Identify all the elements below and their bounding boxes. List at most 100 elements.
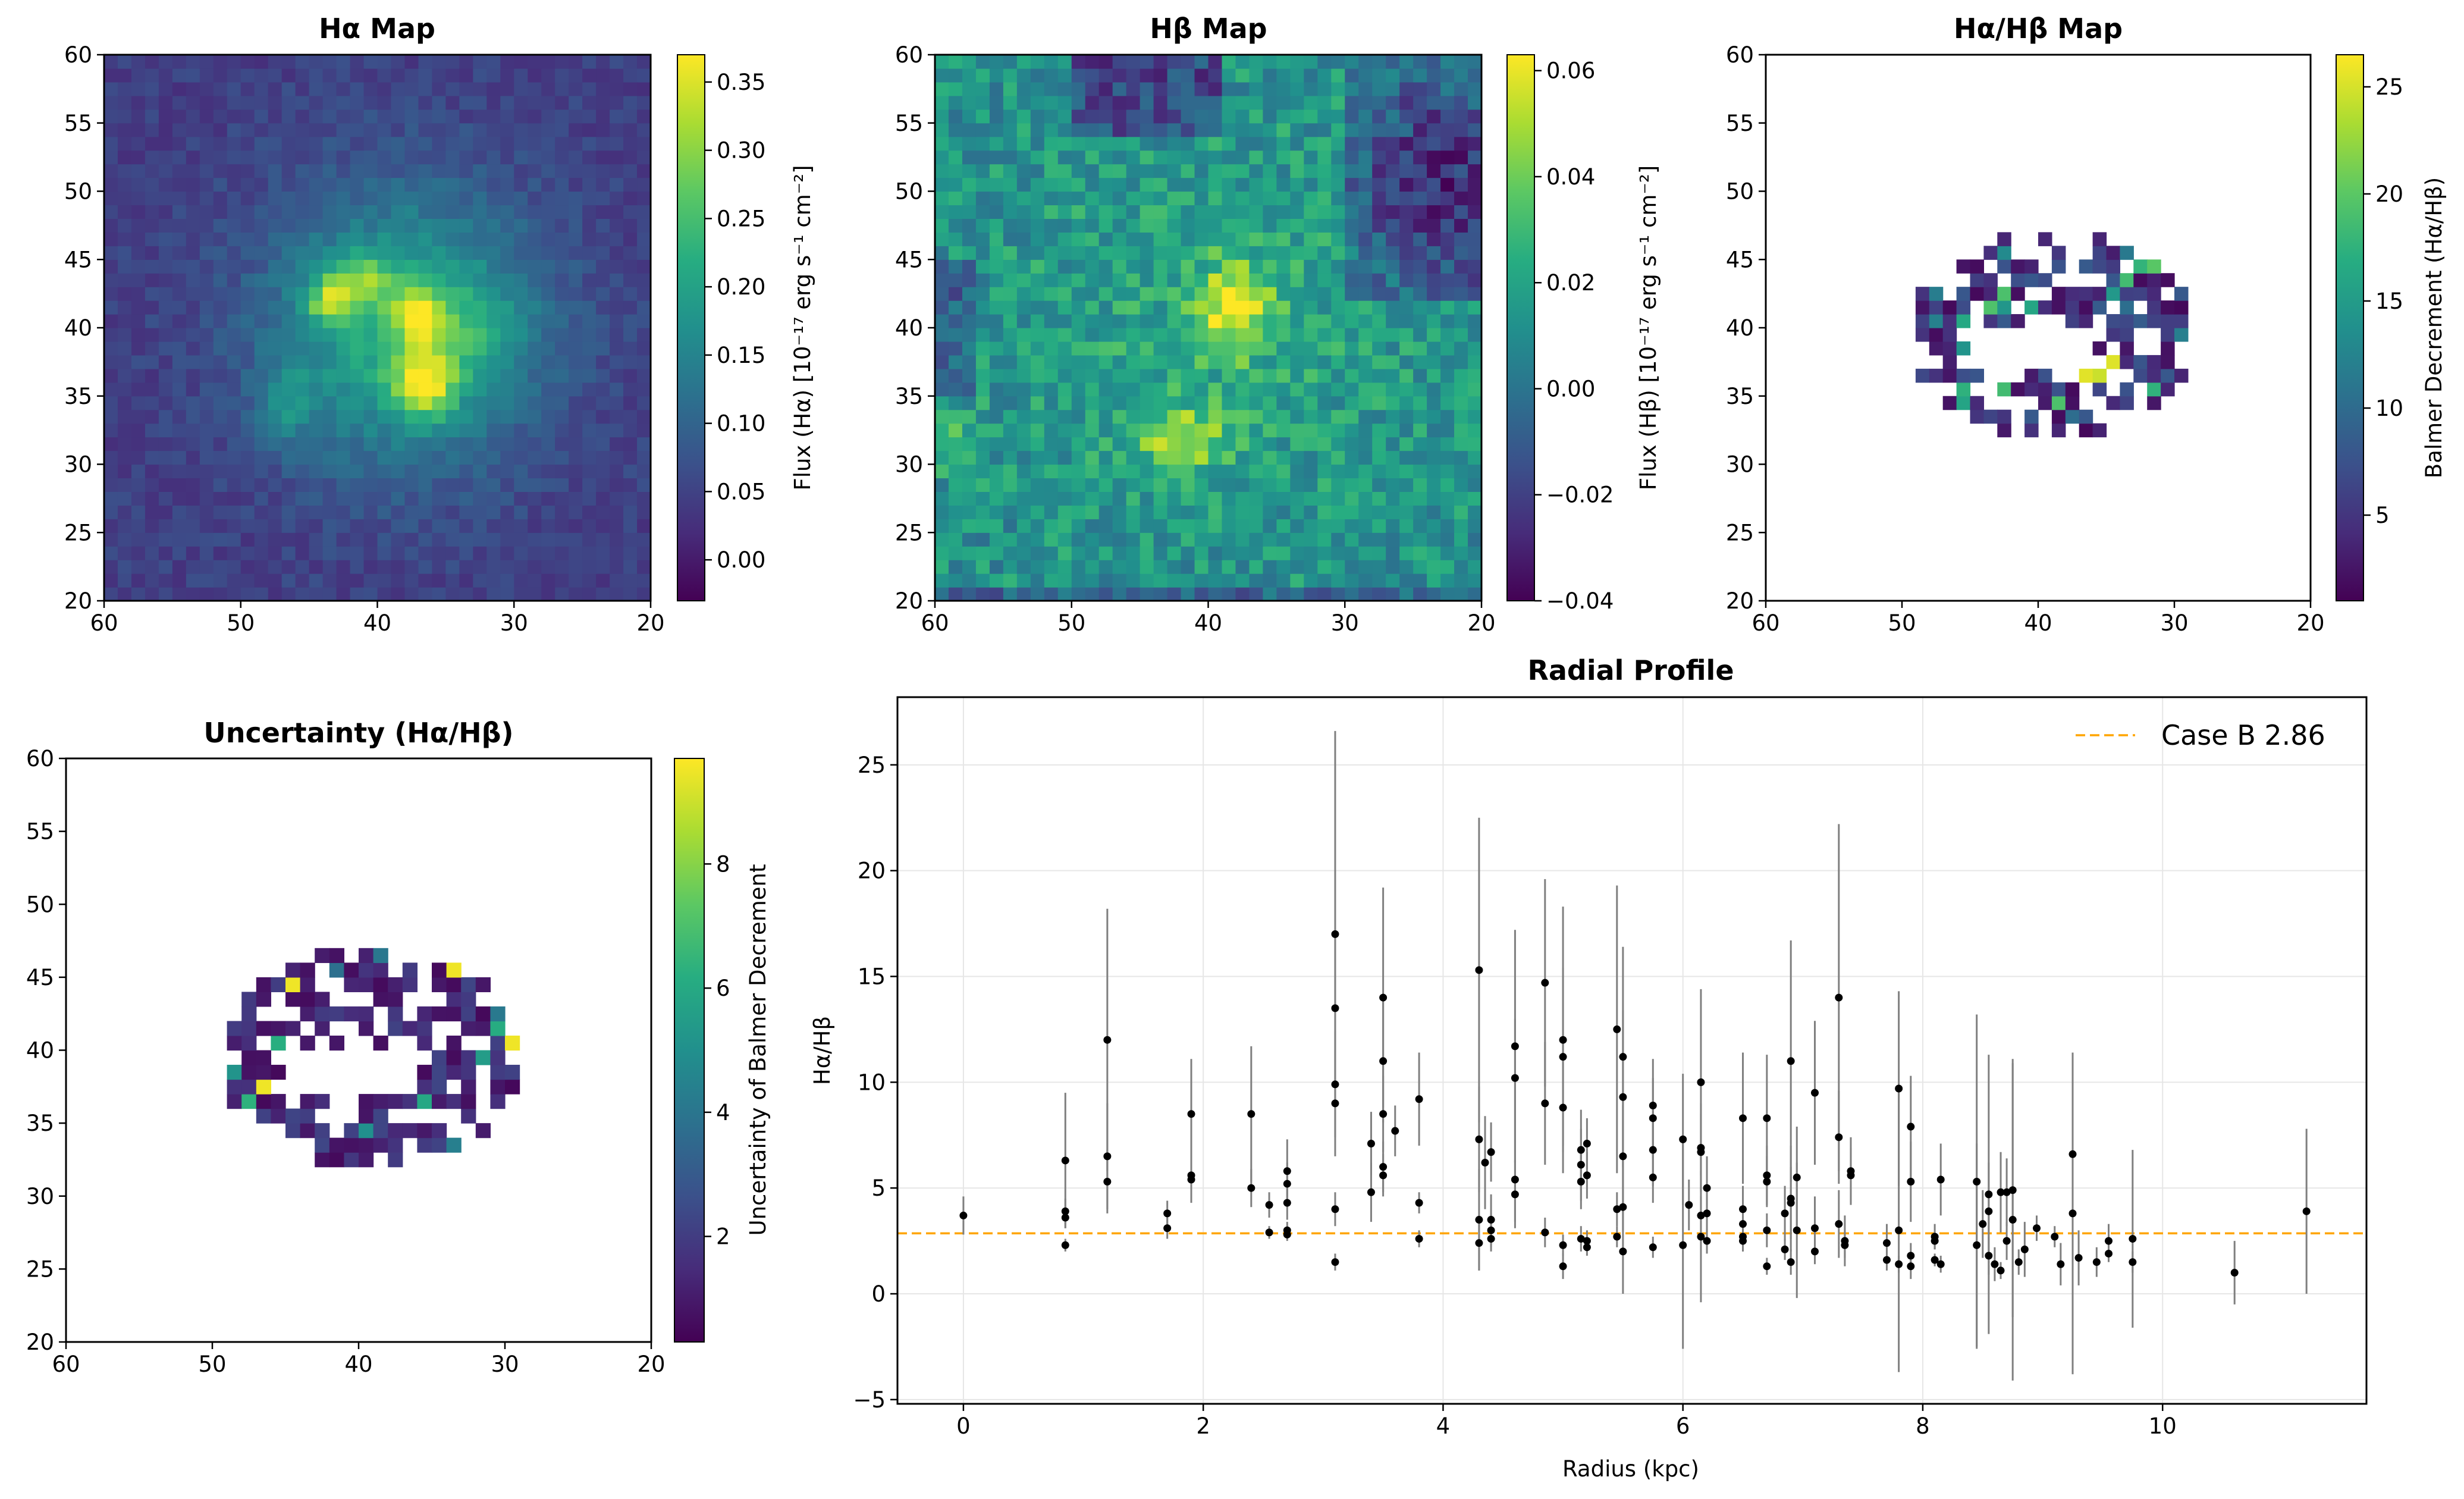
heatmap-cell (404, 191, 419, 206)
heatmap-cell (186, 205, 200, 219)
heatmap-cell (514, 423, 528, 438)
heatmap-cell (1016, 150, 1031, 165)
heatmap-cell (1372, 587, 1386, 601)
heatmap-cell (104, 328, 118, 342)
heatmap-cell (975, 177, 990, 192)
heatmap-cell (145, 328, 159, 342)
heatmap-cell (1140, 218, 1154, 233)
heatmap-cell (582, 491, 597, 506)
heatmap-cell (1929, 368, 1944, 383)
heatmap-cell (363, 491, 378, 506)
heatmap-cell (1427, 396, 1441, 410)
heatmap-cell (391, 314, 406, 328)
heatmap-cell (254, 587, 269, 601)
heatmap-cell (1263, 423, 1277, 438)
heatmap-cell (637, 218, 651, 233)
data-point (1931, 1237, 1939, 1245)
heatmap-cell (528, 205, 542, 219)
heatmap-cell (172, 177, 187, 192)
heatmap-cell (1098, 355, 1113, 369)
heatmap-cell (432, 191, 446, 206)
colorbar-tick-label: 0.05 (717, 479, 765, 504)
heatmap-cell (1399, 246, 1414, 260)
heatmap-cell (1427, 123, 1441, 137)
heatmap-cell (582, 177, 597, 192)
heatmap-cell (1030, 437, 1045, 451)
heatmap-cell (1208, 259, 1223, 274)
heatmap-cell (336, 409, 351, 424)
heatmap-cell (1016, 205, 1031, 219)
heatmap-cell (1249, 259, 1264, 274)
heatmap-cell (1140, 478, 1154, 492)
heatmap-cell (281, 560, 296, 574)
heatmap-cell (186, 191, 200, 206)
heatmap-cell (1276, 164, 1291, 178)
heatmap-cell (1057, 150, 1072, 165)
heatmap-cell (172, 68, 187, 83)
heatmap-cell (2092, 259, 2107, 274)
heatmap-cell (1399, 587, 1414, 601)
heatmap-cell (1372, 546, 1386, 560)
heatmap-cell (199, 300, 214, 315)
heatmap-cell (2051, 396, 2066, 410)
heatmap-cell (461, 977, 476, 993)
heatmap-cell (1386, 368, 1400, 383)
heatmap-cell (1140, 587, 1154, 601)
heatmap-cell (1098, 464, 1113, 479)
heatmap-cell (199, 532, 214, 547)
heatmap-cell (172, 519, 187, 533)
heatmap-cell (300, 977, 315, 993)
heatmap-cell (295, 55, 310, 69)
heatmap-cell (1386, 81, 1400, 96)
heatmap-cell (1304, 273, 1318, 287)
heatmap-cell (350, 328, 365, 342)
heatmap-cell (637, 491, 651, 506)
heatmap-cell (582, 355, 597, 369)
heatmap-cell (473, 519, 487, 533)
heatmap-cell (623, 341, 638, 356)
heatmap-cell (1331, 409, 1345, 424)
colorbar-tick-label: 0.25 (717, 206, 765, 231)
heatmap-cell (528, 68, 542, 83)
heatmap-cell (1126, 341, 1141, 356)
heatmap-cell (1399, 68, 1414, 83)
heatmap-cell (300, 992, 315, 1007)
data-point (1283, 1230, 1291, 1238)
heatmap-cell (528, 341, 542, 356)
data-point (1763, 1171, 1771, 1180)
heatmap-cell (555, 478, 569, 492)
heatmap-cell (432, 573, 446, 588)
heatmap-cell (281, 205, 296, 219)
heatmap-cell (569, 177, 583, 192)
heatmap-cell (1276, 205, 1291, 219)
heatmap-cell (1263, 109, 1277, 124)
heatmap-cell (459, 328, 473, 342)
heatmap-cell (404, 505, 419, 519)
heatmap-cell (1454, 587, 1468, 601)
heatmap-cell (1153, 505, 1168, 519)
heatmap-cell (1044, 341, 1059, 356)
heatmap-cell (1276, 478, 1291, 492)
heatmap-cell (377, 259, 392, 274)
heatmap-cell (1317, 232, 1332, 246)
heatmap-cell (1440, 368, 1455, 383)
heatmap-cell (377, 382, 392, 397)
heatmap-cell (989, 164, 1004, 178)
heatmap-cell (145, 423, 159, 438)
heatmap-cell (336, 164, 351, 178)
heatmap-cell (199, 164, 214, 178)
heatmap-cell (295, 95, 310, 110)
heatmap-cell (948, 450, 963, 465)
heatmap-cell (391, 464, 406, 479)
heatmap-cell (131, 218, 146, 233)
heatmap-cell (158, 287, 173, 301)
heatmap-cell (295, 423, 310, 438)
heatmap-cell (1222, 300, 1236, 315)
heatmap-cell (295, 491, 310, 506)
heatmap-cell (1016, 95, 1031, 110)
x-tick-label: 8 (1916, 1413, 1930, 1439)
heatmap-cell (569, 55, 583, 69)
heatmap-cell (1317, 396, 1332, 410)
heatmap-cell (268, 478, 283, 492)
